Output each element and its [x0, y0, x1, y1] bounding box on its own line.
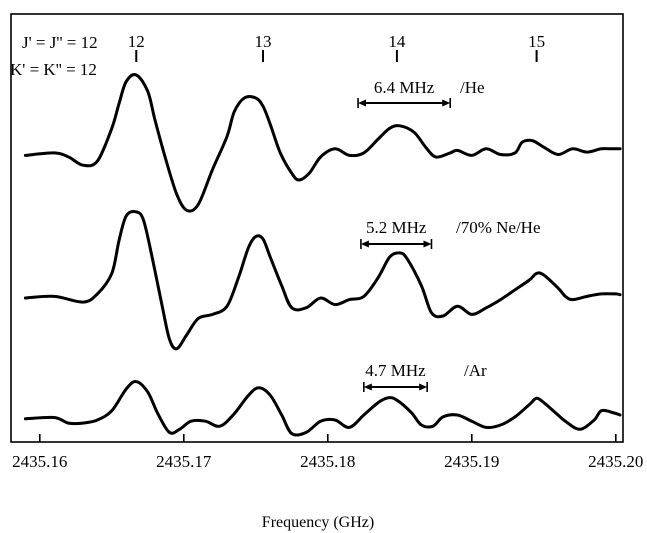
k-label: K' = K'' = 12 — [10, 60, 97, 79]
x-tick-label: 2435.16 — [12, 452, 67, 471]
spectrum-traces — [23, 73, 622, 437]
linewidth-arrowhead — [360, 240, 369, 248]
linewidth-arrowhead — [419, 383, 428, 391]
linewidth-annotations: 6.4 MHz/He 5.2 MHz/70% Ne/He 4.7 MHz/Ar — [357, 78, 541, 392]
series-line — [23, 210, 622, 351]
transition-label: 12 — [128, 32, 145, 51]
transition-label: 13 — [255, 32, 272, 51]
linewidth-arrowhead — [363, 383, 372, 391]
linewidth-label: 5.2 MHz — [366, 218, 427, 237]
series-name-label: /He — [460, 78, 485, 97]
series-name-label: /70% Ne/He — [456, 218, 541, 237]
x-axis-title: Frequency (GHz) — [262, 514, 374, 531]
plot-frame — [10, 13, 624, 443]
transition-label: 14 — [388, 32, 406, 51]
linewidth-arrowhead — [358, 99, 367, 107]
x-tick-label: 2435.19 — [444, 452, 499, 471]
series-name-label: /Ar — [464, 361, 487, 380]
series-line — [23, 380, 622, 437]
linewidth-label: 4.7 MHz — [365, 361, 426, 380]
x-tick-label: 2435.18 — [300, 452, 355, 471]
x-tick-label: 2435.20 — [588, 452, 643, 471]
x-tick-labels: 2435.16 2435.17 2435.18 2435.19 2435.20 — [12, 452, 643, 471]
series-line — [23, 73, 622, 213]
linewidth-arrowhead — [423, 240, 432, 248]
linewidth-label: 6.4 MHz — [374, 78, 435, 97]
transition-label: 15 — [528, 32, 545, 51]
j-label: J' = J'' = 12 — [22, 33, 98, 52]
x-tick-label: 2435.17 — [156, 452, 212, 471]
x-ticks — [38, 434, 617, 442]
linewidth-arrowhead — [442, 99, 451, 107]
transition-markers: 12 13 14 15 — [128, 32, 545, 62]
